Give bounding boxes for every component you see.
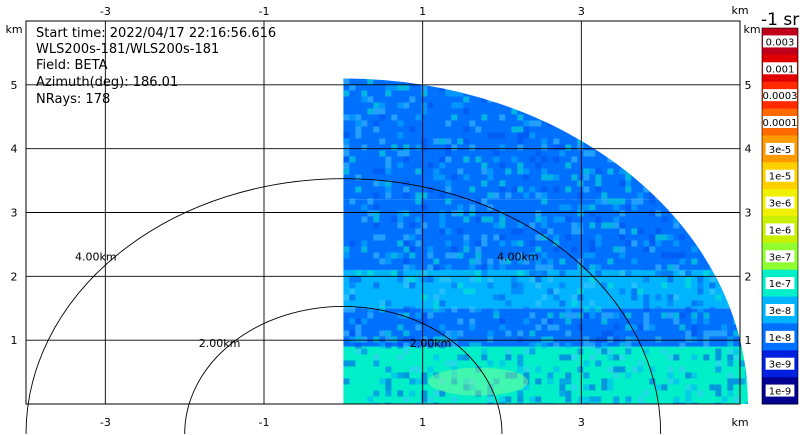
y-unit-label-right: km bbox=[743, 23, 760, 36]
colorbar-label-bg bbox=[765, 142, 795, 155]
x-tick-label-bottom: -1 bbox=[259, 416, 270, 429]
colorbar-label-bg bbox=[765, 384, 795, 397]
colorbar-label: 1e-6 bbox=[769, 225, 792, 236]
instrument-label: WLS200s-181/WLS200s-181 bbox=[36, 42, 220, 57]
colorbar: 0.003 0.001 0.0003 0.0001 3e-5 1e-5 3e-6 1e-6 3e… bbox=[761, 27, 799, 405]
x-unit-label-bottom: km bbox=[731, 416, 748, 429]
colorbar-label: 1e-5 bbox=[769, 172, 792, 183]
start-time-label: Start time: 2022/04/17 22:16:56.616 bbox=[36, 26, 277, 41]
colorbar-label-bg bbox=[763, 116, 797, 128]
colorbar-label-bg bbox=[763, 35, 797, 48]
colorbar-label-bg bbox=[765, 223, 795, 236]
y-tick-label-right: 3 bbox=[745, 207, 752, 220]
y-tick-label-right: 2 bbox=[745, 270, 752, 283]
colorbar-label: 0.0001 bbox=[763, 118, 798, 129]
y-tick-label-left: 1 bbox=[11, 334, 18, 347]
azimuth-label: Azimuth(deg): 186.01 bbox=[36, 75, 179, 90]
colorbar-label: 3e-9 bbox=[769, 360, 792, 371]
colorbar-label: 3e-8 bbox=[769, 306, 792, 317]
x-unit-label-top: km bbox=[731, 4, 748, 17]
x-tick-label-top: 3 bbox=[578, 5, 585, 18]
range-ring bbox=[25, 178, 662, 435]
y-tick-label-right: 5 bbox=[745, 79, 752, 92]
colorbar-label: 3e-6 bbox=[769, 199, 792, 210]
field-label: Field: BETA bbox=[36, 58, 108, 73]
x-tick-label-bottom: -3 bbox=[100, 416, 111, 429]
y-tick-label-right: 4 bbox=[745, 143, 752, 156]
colorbar-label-bg bbox=[765, 250, 795, 263]
colorbar-label: 3e-5 bbox=[769, 145, 792, 156]
range-ring-label: 2.00km bbox=[410, 337, 452, 350]
y-tick-label-left: 3 bbox=[11, 207, 18, 220]
colorbar-label: 1e-8 bbox=[769, 333, 792, 344]
range-ring-label: 4.00km bbox=[497, 250, 539, 263]
colorbar-label: 1e-7 bbox=[769, 279, 792, 290]
y-tick-label-left: 2 bbox=[11, 270, 18, 283]
y-tick-label-left: 4 bbox=[11, 143, 18, 156]
axis-ticks: -3 -3 -1 -1 1 1 3 3 1 1 2 2 3 3 4 4 5 5 km km km km bbox=[5, 4, 760, 429]
x-tick-label-bottom: 3 bbox=[578, 416, 585, 429]
colorbar-frame bbox=[761, 27, 799, 405]
y-tick-label-right: 1 bbox=[745, 334, 752, 347]
colorbar-label-bg bbox=[763, 62, 797, 75]
colorbar-label: 0.003 bbox=[766, 37, 795, 48]
colorbar-label: 0.0003 bbox=[763, 91, 798, 102]
grid bbox=[26, 21, 740, 404]
range-ring bbox=[184, 306, 503, 435]
colorbar-label-bg bbox=[765, 304, 795, 316]
plot-frame bbox=[25, 20, 741, 405]
colorbar-label: 1e-9 bbox=[769, 387, 792, 398]
x-tick-label-top: -1 bbox=[259, 5, 270, 18]
colorbar-label-bg bbox=[765, 330, 795, 343]
range-ring-label: 2.00km bbox=[199, 337, 241, 350]
colorbar-title: -1 sr bbox=[761, 10, 800, 30]
colorbar-label-bg bbox=[765, 169, 795, 182]
x-tick-label-bottom: 1 bbox=[419, 416, 426, 429]
colorbar-label: 0.001 bbox=[766, 64, 795, 75]
range-ring-label: 4.00km bbox=[75, 250, 117, 263]
colorbar-label-bg bbox=[763, 89, 797, 102]
x-tick-label-top: 1 bbox=[419, 5, 426, 18]
nrays-label: NRays: 178 bbox=[36, 92, 111, 107]
y-unit-label-left: km bbox=[5, 23, 22, 36]
y-tick-label-left: 5 bbox=[11, 79, 18, 92]
range-rings: 2.00km 2.00km 4.00km 4.00km bbox=[25, 178, 662, 435]
low-level-patch bbox=[428, 367, 529, 396]
colorbar-label: 3e-7 bbox=[769, 252, 792, 263]
colorbar-label-bg bbox=[765, 196, 795, 209]
x-tick-label-top: -3 bbox=[100, 5, 111, 18]
colorbar-label-bg bbox=[765, 277, 795, 290]
colorbar-label-bg bbox=[765, 357, 795, 370]
